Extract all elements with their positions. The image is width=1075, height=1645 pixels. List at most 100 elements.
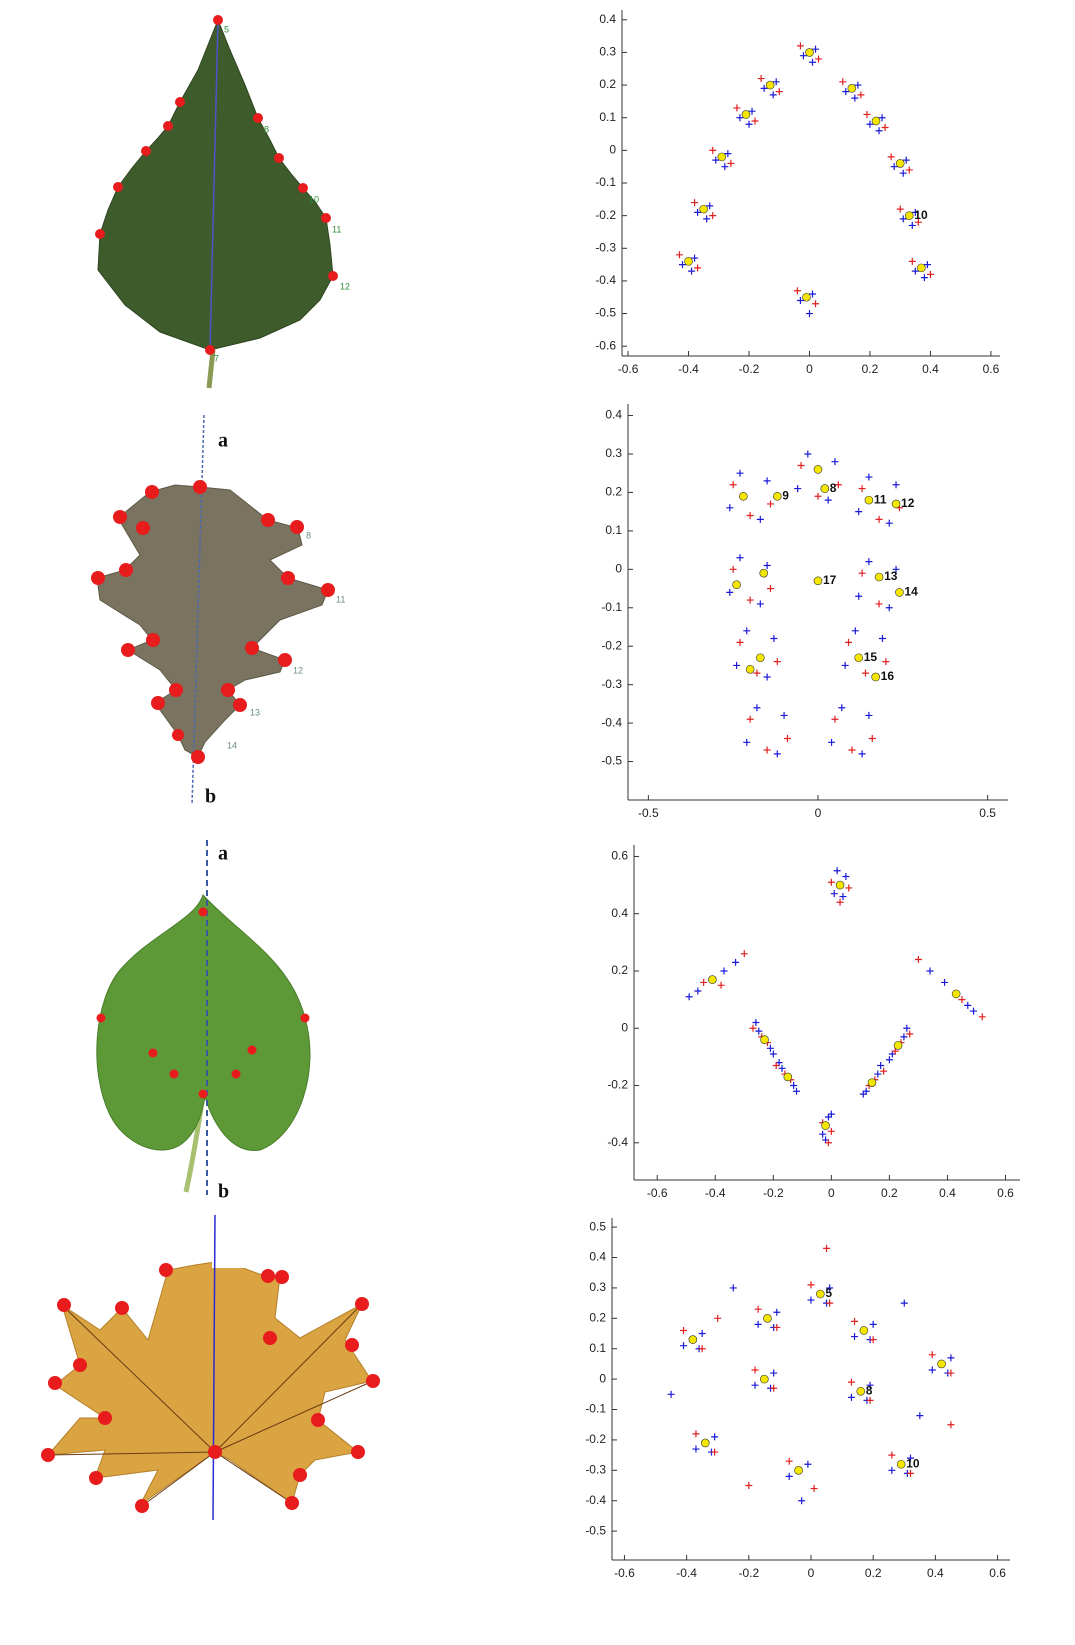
- landmark-point: [947, 1354, 954, 1361]
- y-tick-label: -0.6: [595, 338, 616, 352]
- landmark-point: [747, 597, 754, 604]
- x-tick-label: 0: [828, 1186, 835, 1200]
- landmark-mean: [814, 577, 822, 585]
- landmark-point: [736, 554, 743, 561]
- landmark-point: [809, 59, 816, 66]
- leaf-maple: [41, 1212, 380, 1520]
- y-tick-label: -0.4: [585, 1493, 606, 1507]
- landmark-point: [916, 1412, 923, 1419]
- y-tick-label: -0.4: [595, 273, 616, 287]
- landmark-point: [680, 1342, 687, 1349]
- landmark-point: [786, 1458, 793, 1465]
- landmark-point: [828, 1128, 835, 1135]
- y-tick-label: -0.5: [595, 306, 616, 320]
- point-label: 5: [825, 1286, 832, 1300]
- y-tick-label: 0.1: [599, 110, 616, 124]
- landmark-point: [786, 1473, 793, 1480]
- landmark-point: [901, 1300, 908, 1307]
- y-tick-label: -0.1: [595, 175, 616, 189]
- landmark-point: [929, 1367, 936, 1374]
- landmark-point: [855, 593, 862, 600]
- y-tick-label: -0.1: [585, 1402, 606, 1416]
- x-tick-label: 0: [806, 362, 813, 376]
- landmark-point: [876, 127, 883, 134]
- landmark-point: [848, 747, 855, 754]
- y-tick-label: -0.5: [585, 1523, 606, 1537]
- landmark-point: [909, 222, 916, 229]
- y-tick-label: -0.1: [601, 600, 622, 614]
- y-tick-label: 0.4: [605, 408, 622, 422]
- landmark-point: [825, 497, 832, 504]
- point-label: 11: [874, 492, 887, 506]
- landmark-point: [839, 78, 846, 85]
- landmark-point: [770, 91, 777, 98]
- x-tick-label: -0.4: [678, 362, 699, 376]
- axis-end-label: a: [218, 430, 228, 452]
- landmark-point: [888, 1452, 895, 1459]
- landmark-point: [699, 1330, 706, 1337]
- x-tick-label: -0.4: [705, 1186, 726, 1200]
- landmark-point: [733, 104, 740, 111]
- landmark-mean: [821, 485, 829, 493]
- landmark-point: [784, 735, 791, 742]
- point-label: 10: [914, 208, 928, 222]
- landmark-point: [855, 508, 862, 515]
- x-tick-label: -0.5: [638, 806, 659, 820]
- landmark-point: [804, 450, 811, 457]
- landmark-point: [736, 470, 743, 477]
- landmark-point: [711, 1433, 718, 1440]
- x-tick-label: -0.2: [739, 362, 760, 376]
- landmark-point: [964, 1002, 971, 1009]
- point-label: 13: [884, 569, 898, 583]
- landmark-point: [770, 1385, 777, 1392]
- landmark-mean: [760, 1375, 768, 1383]
- landmark-mean: [822, 1122, 830, 1130]
- y-tick-label: -0.4: [601, 715, 622, 729]
- y-tick-label: -0.4: [607, 1135, 628, 1149]
- landmark-point: [834, 867, 841, 874]
- landmark-point: [970, 1008, 977, 1015]
- landmark-mean: [766, 81, 774, 89]
- x-tick-label: 0: [815, 806, 822, 820]
- leaf-birch: 5 8 10 11 12 7: [95, 15, 350, 388]
- landmark-point: [709, 147, 716, 154]
- y-tick-label: 0.3: [599, 45, 616, 59]
- landmark-point: [770, 635, 777, 642]
- landmark-point: [886, 520, 893, 527]
- landmark-point: [773, 1309, 780, 1316]
- landmark-mean: [848, 84, 856, 92]
- landmark-mean: [952, 990, 960, 998]
- y-tick-label: -0.5: [601, 754, 622, 768]
- landmark-label: 7: [214, 353, 219, 363]
- landmark-point: [686, 993, 693, 1000]
- landmark-mean: [895, 588, 903, 596]
- x-tick-label: 0.6: [983, 362, 1000, 376]
- landmark-point: [752, 1367, 759, 1374]
- point-label: 8: [830, 481, 837, 495]
- landmark-mean: [773, 492, 781, 500]
- landmark-point: [699, 1345, 706, 1352]
- x-tick-label: 0.2: [862, 362, 879, 376]
- x-tick-label: -0.2: [763, 1186, 784, 1200]
- landmark-label: 10: [309, 194, 319, 204]
- landmark-point: [730, 566, 737, 573]
- landmark-point: [711, 1449, 718, 1456]
- landmark-mean: [868, 1079, 876, 1087]
- landmark-point: [808, 1297, 815, 1304]
- landmark-point: [865, 474, 872, 481]
- y-tick-label: 0.3: [605, 446, 622, 460]
- landmark-point: [764, 562, 771, 569]
- landmark-point: [947, 1370, 954, 1377]
- landmark-point: [688, 268, 695, 275]
- landmark-mean: [860, 1326, 868, 1334]
- landmark-point: [882, 124, 889, 131]
- landmark-point: [794, 485, 801, 492]
- landmark-mean: [795, 1466, 803, 1474]
- axis-end-label: b: [218, 1181, 229, 1203]
- landmark-point: [676, 251, 683, 258]
- landmark-label: 12: [293, 665, 303, 675]
- landmark-point: [752, 1382, 759, 1389]
- y-tick-label: -0.3: [585, 1462, 606, 1476]
- landmark-mean: [872, 117, 880, 125]
- x-tick-label: -0.6: [614, 1566, 635, 1580]
